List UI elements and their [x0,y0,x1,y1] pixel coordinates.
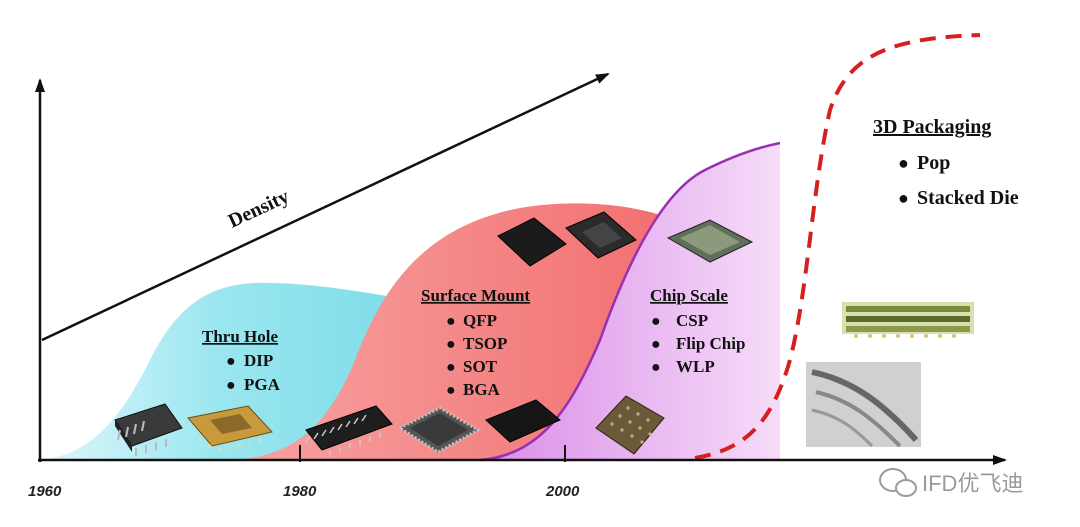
csp-package-image [666,219,754,263]
chip-scale-bullet: ● [651,336,661,353]
wlp-package-image [595,395,665,455]
3d-packaging-bullet: ● [898,188,909,208]
surface-mount-bullet: ● [446,336,456,353]
thru-hole-item-pga: PGA [244,375,281,394]
qfp-package-image [396,406,482,454]
surface-mount-item-sot: SOT [463,357,498,376]
surface-mount-title: Surface Mount [421,286,530,305]
x-tick-label-1960: 1960 [28,483,62,500]
thru-hole-bullet: ● [226,353,236,370]
dip-package-image [114,403,183,456]
surface-mount-item-qfp: QFP [463,311,497,330]
density-arrow [41,72,610,342]
package-on-package-image [806,362,921,448]
chip-scale-bullet: ● [651,359,661,376]
3d-packaging-item-stacked-die: Stacked Die [917,187,1019,209]
3d-packaging-bullet: ● [898,153,909,173]
chip-scale-bullet: ● [651,313,661,330]
surface-mount-bullet: ● [446,313,456,330]
surface-mount-chip-image [497,217,567,267]
tsop-package-image [305,405,393,456]
bga-package-image [485,399,561,443]
surface-mount-chip-image [565,211,637,259]
pga-package-image [187,405,273,452]
surface-mount-bullet: ● [446,359,456,376]
chip-scale-title: Chip Scale [650,286,728,305]
chip-scale-item-wlp: WLP [676,357,715,376]
surface-mount-bullet: ● [446,382,456,399]
density-label: Density [225,185,293,232]
surface-mount-item-tsop: TSOP [463,334,507,353]
wechat-logo-icon [879,468,917,497]
watermark-text: IFD优飞迪 [922,471,1023,496]
surface-mount-item-bga: BGA [463,380,501,399]
x-tick-label-2000: 2000 [545,483,580,500]
chip-scale-item-csp: CSP [676,311,708,330]
x-tick-label-1980: 1980 [283,483,317,500]
thru-hole-bullet: ● [226,377,236,394]
3d-packaging-title: 3D Packaging [873,116,991,138]
3d-packaging-curve [694,33,981,460]
thru-hole-title: Thru Hole [202,327,278,346]
3d-packaging-item-pop: Pop [917,152,950,174]
chip-scale-item-flip-chip: Flip Chip [676,334,745,353]
thru-hole-item-dip: DIP [244,351,273,370]
chip-scale-outline [479,141,781,462]
stacked-die-image [842,302,974,338]
